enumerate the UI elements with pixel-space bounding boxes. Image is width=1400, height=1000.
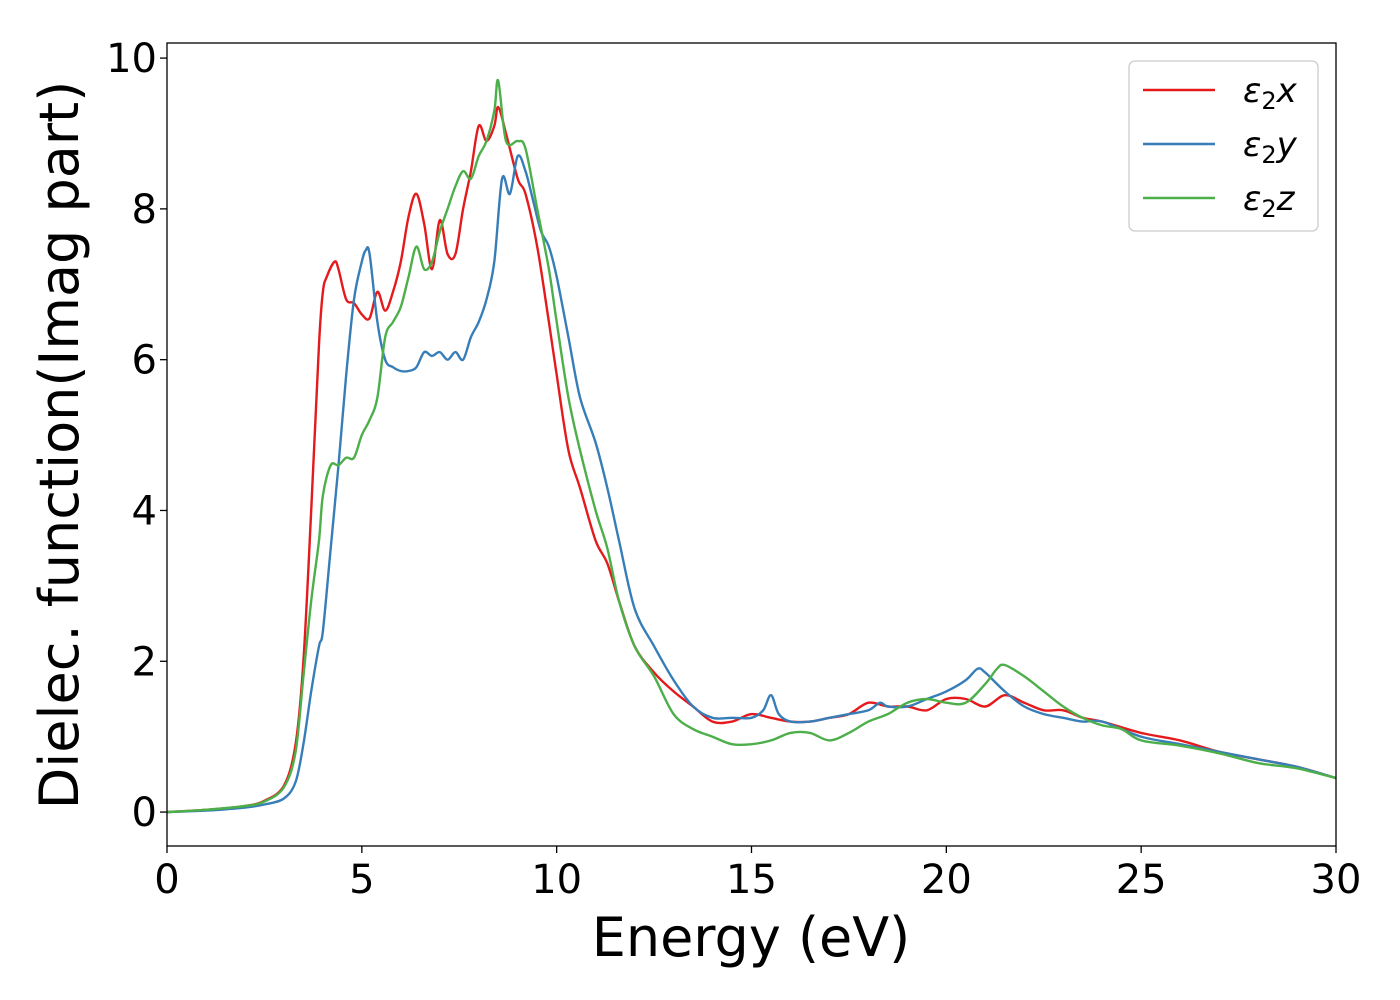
- x-tick-label: 30: [1311, 857, 1362, 903]
- legend-label-y: ε2y: [1243, 125, 1298, 169]
- legend-label-x: ε2x: [1243, 71, 1298, 115]
- y-tick-label: 8: [132, 187, 157, 233]
- legend-label-z: ε2z: [1243, 179, 1296, 223]
- y-tick-label: 2: [132, 639, 157, 685]
- x-tick-label: 0: [154, 857, 179, 903]
- legend-box: [1128, 60, 1319, 232]
- series-line-y: [166, 154, 1337, 814]
- y-tick-label: 0: [132, 790, 157, 836]
- ticks-layer: 0 5 10 15 20 25 30 0 2 4 6 8 10: [106, 36, 1361, 903]
- y-tick-label: 6: [132, 338, 157, 384]
- legend: ε2x ε2y ε2z: [1128, 60, 1319, 232]
- y-axis-title: Dielec. function(Imag part): [28, 81, 91, 810]
- x-tick-label: 25: [1116, 857, 1167, 903]
- series-layer: [166, 78, 1337, 814]
- y-tick-label: 4: [132, 488, 157, 534]
- x-tick-label: 20: [921, 857, 972, 903]
- x-tick-label: 10: [531, 857, 582, 903]
- series-line-z: [166, 78, 1337, 814]
- y-tick-label: 10: [106, 36, 157, 82]
- x-tick-label: 5: [349, 857, 374, 903]
- x-tick-label: 15: [726, 857, 777, 903]
- x-axis-title: Energy (eV): [592, 906, 911, 969]
